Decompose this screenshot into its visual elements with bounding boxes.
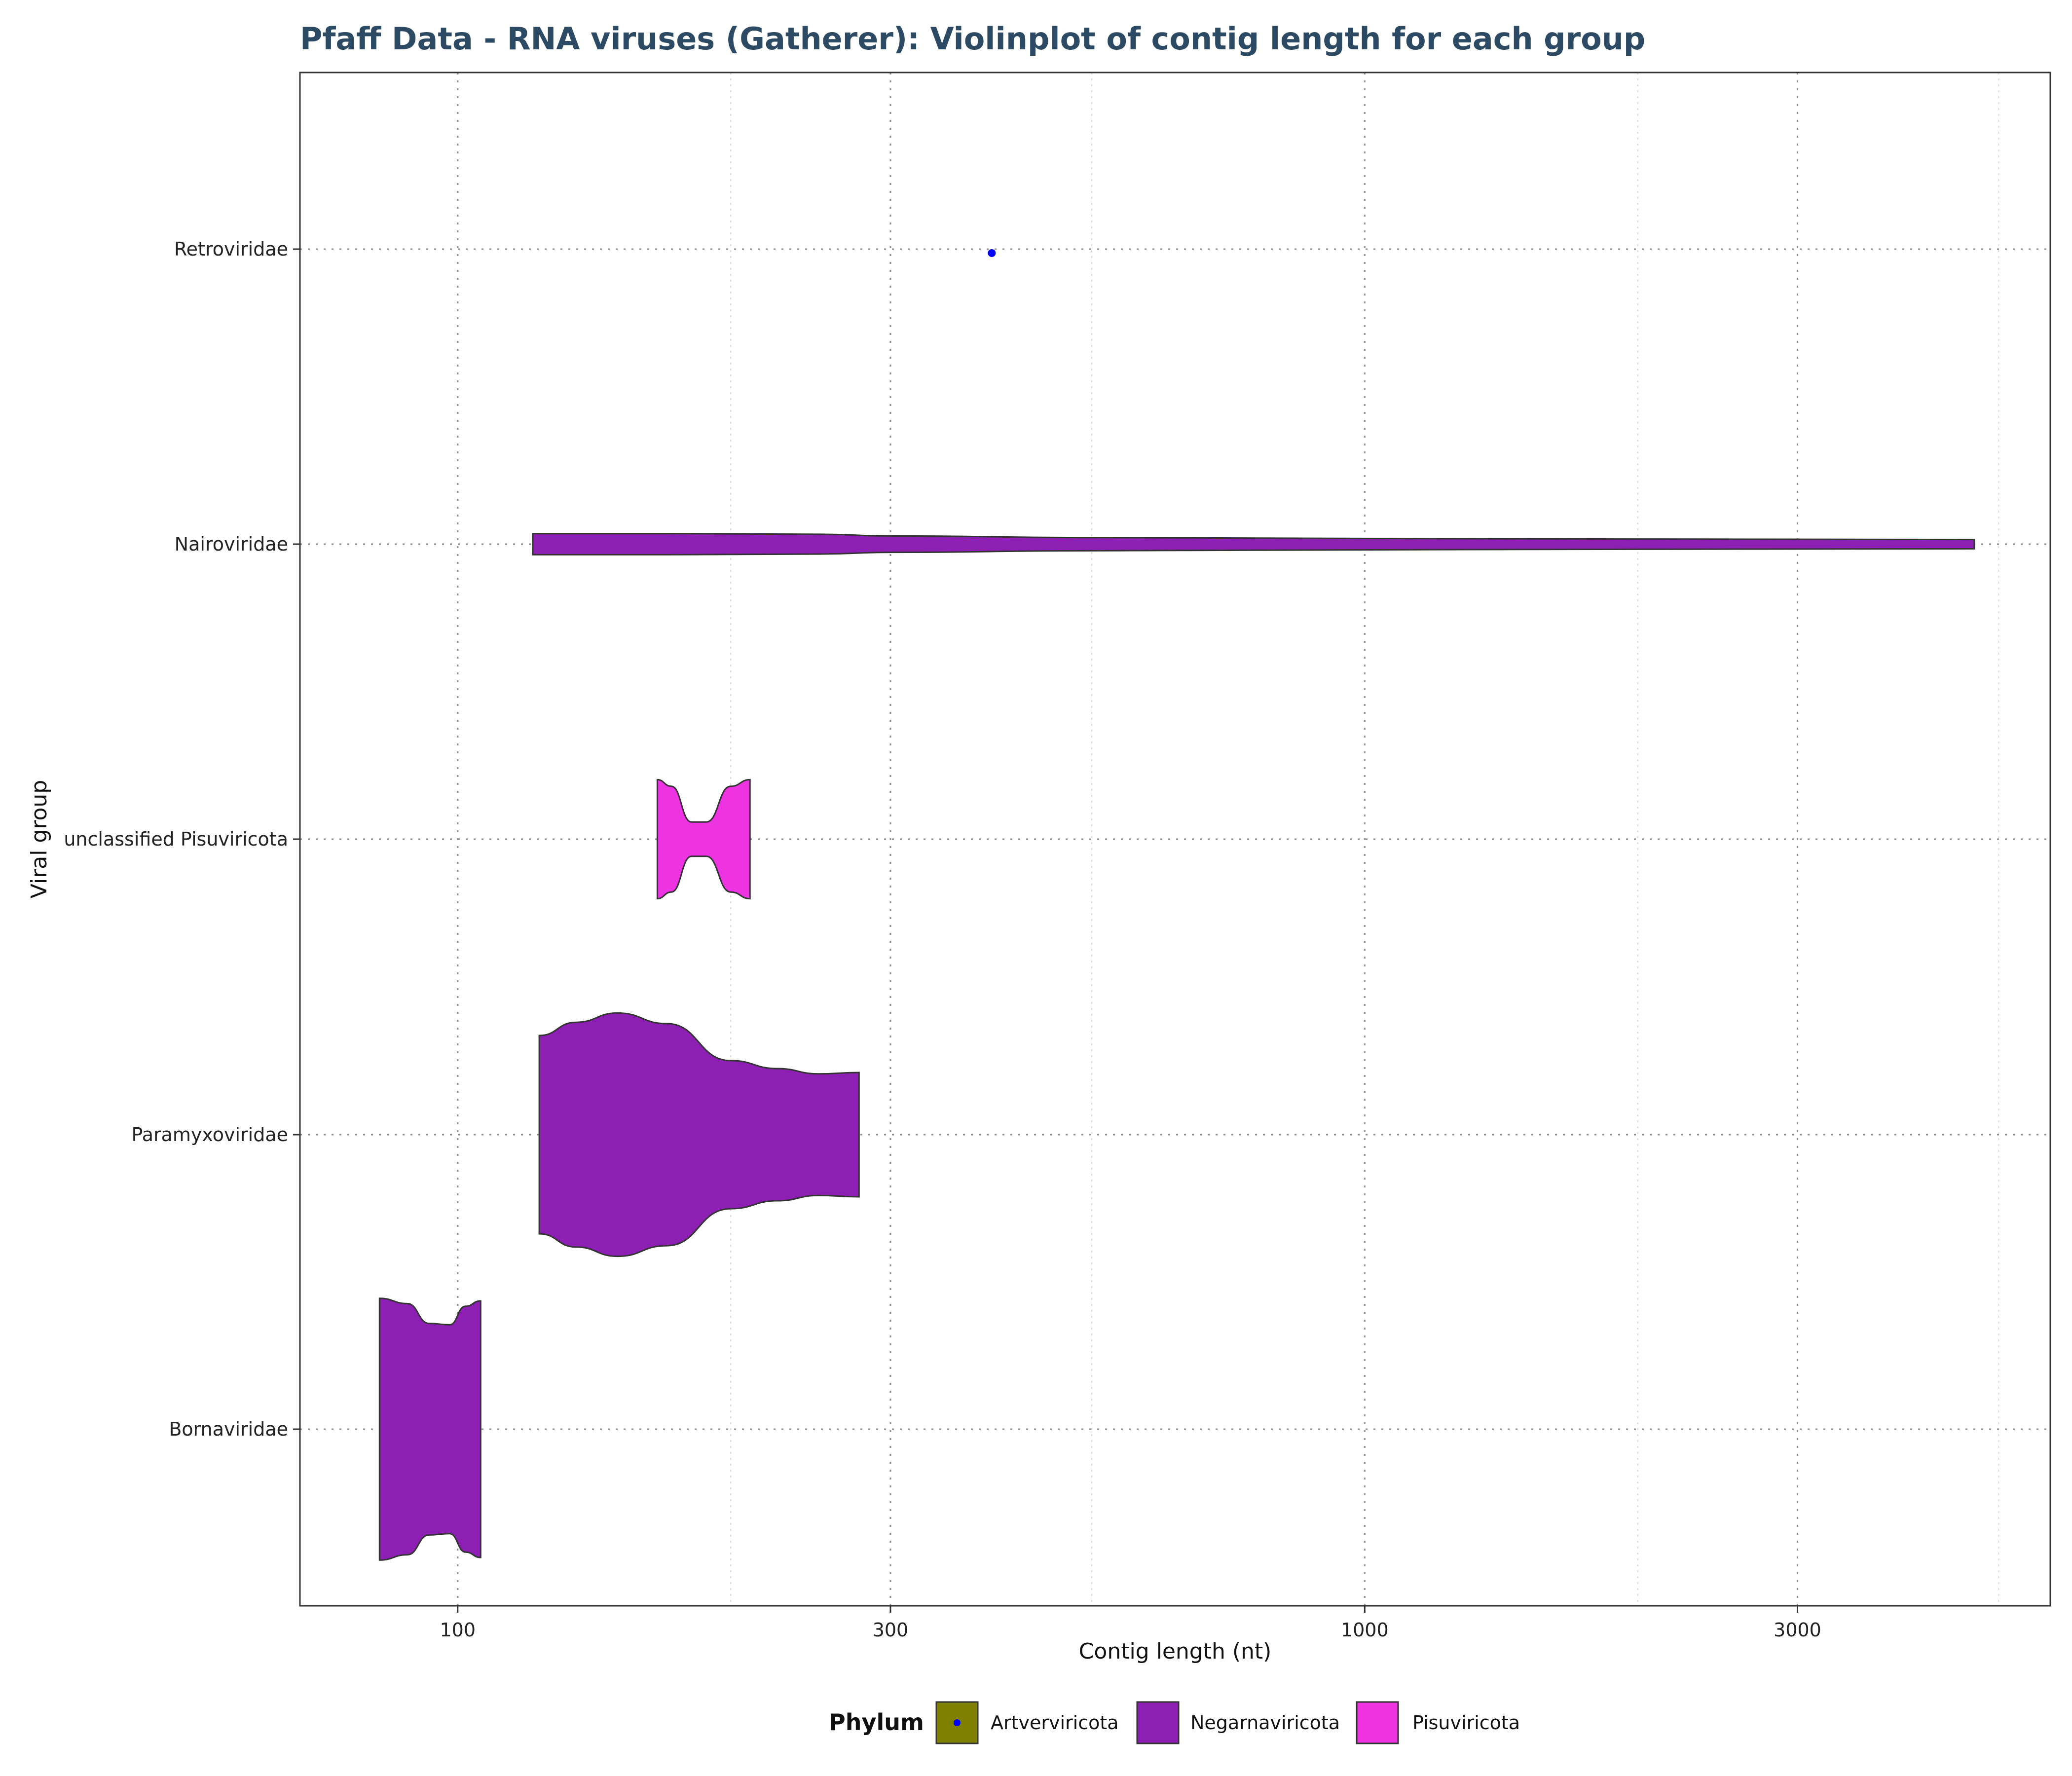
y-tick-label: Bornaviridae — [169, 1418, 288, 1440]
y-axis: Bornaviridae Paramyxoviridae unclassified … — [64, 238, 300, 1440]
x-tick-label: 1000 — [1341, 1619, 1389, 1641]
violin-nairoviridae — [532, 533, 1975, 555]
y-tick-label: Retroviridae — [174, 238, 288, 260]
violin-bornaviridae — [378, 1297, 481, 1561]
legend-label-pisuviricota: Pisuviricota — [1412, 1712, 1520, 1734]
y-tick-label: Nairoviridae — [175, 533, 288, 555]
legend-point-artverviricota — [954, 1719, 961, 1726]
violin-paramyxoviridae — [538, 1012, 860, 1258]
legend-key-pisuviricota — [1356, 1701, 1399, 1744]
y-tick-label: unclassified Pisuviricota — [64, 828, 288, 850]
x-tick-label: 100 — [440, 1619, 476, 1641]
grid-lines — [300, 73, 2050, 1606]
y-axis-title: Viral group — [27, 780, 52, 898]
chart-title: Pfaff Data - RNA viruses (Gatherer): Vio… — [300, 21, 1645, 57]
legend-label-negarnaviricota: Negarnaviricota — [1190, 1712, 1340, 1734]
x-tick-label: 300 — [873, 1619, 909, 1641]
legend-label-artverviricota: Artverviricota — [991, 1712, 1119, 1734]
point-retroviridae — [988, 249, 996, 257]
legend: Phylum Artverviricota Negarnaviricota Pisu… — [829, 1701, 1520, 1744]
plot-background — [300, 73, 2050, 1606]
legend-title: Phylum — [829, 1709, 924, 1736]
y-tick-label: Paramyxoviridae — [132, 1124, 289, 1146]
x-axis-title: Contig length (nt) — [1079, 1639, 1272, 1664]
legend-key-negarnaviricota — [1136, 1701, 1180, 1744]
violin-layer — [378, 249, 1975, 1561]
x-axis: 100 300 1000 3000 — [440, 1606, 1821, 1641]
violin-unclassified-pisuviricota — [656, 778, 751, 900]
x-tick-label: 3000 — [1774, 1619, 1821, 1641]
